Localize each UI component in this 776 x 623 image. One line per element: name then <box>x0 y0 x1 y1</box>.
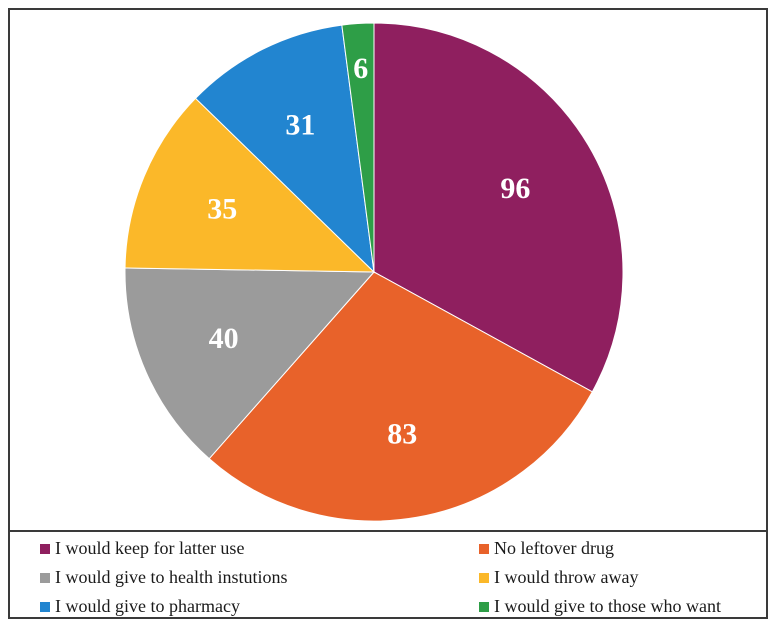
legend-item-keep: I would keep for latter use <box>40 538 244 559</box>
legend-item-those-who-want: I would give to those who want <box>479 596 721 617</box>
legend-label-those-who-want: I would give to those who want <box>494 596 721 616</box>
legend-label-health-institutions: I would give to health instutions <box>55 567 288 587</box>
legend: I would keep for latter use No leftover … <box>10 532 766 617</box>
slice-label-those-who-want: 6 <box>353 52 368 85</box>
legend-swatch-throw-away <box>479 572 489 583</box>
legend-label-keep: I would keep for latter use <box>55 538 245 558</box>
slice-label-keep: 96 <box>500 172 530 205</box>
slice-label-no-leftover: 83 <box>387 417 417 450</box>
pie-slice-those-who-want <box>341 22 375 273</box>
legend-label-throw-away: I would throw away <box>494 567 639 587</box>
pie-slice-pharmacy <box>194 24 375 274</box>
legend-swatch-pharmacy <box>40 601 50 612</box>
legend-item-no-leftover: No leftover drug <box>479 538 614 559</box>
plot-area: 96 83 40 35 31 6 <box>10 10 766 532</box>
pie-slice-no-leftover <box>208 271 593 522</box>
legend-item-pharmacy: I would give to pharmacy <box>40 596 240 617</box>
legend-label-no-leftover: No leftover drug <box>494 538 614 558</box>
legend-swatch-no-leftover <box>479 543 489 554</box>
pie-chart: 96 83 40 35 31 6 <box>124 22 624 522</box>
slice-label-throw-away: 35 <box>207 192 237 225</box>
pie-slice-health-institutions <box>124 267 376 460</box>
legend-swatch-those-who-want <box>479 601 489 612</box>
legend-swatch-keep <box>40 543 50 554</box>
chart-frame: 96 83 40 35 31 6 I would keep for latter use … <box>8 8 768 619</box>
slice-label-health-institutions: 40 <box>209 322 239 355</box>
pie-slice-keep <box>373 22 624 393</box>
slice-label-pharmacy: 31 <box>285 109 315 142</box>
legend-swatch-health-institutions <box>40 572 50 583</box>
legend-item-throw-away: I would throw away <box>479 567 638 588</box>
pie-slice-throw-away <box>124 97 376 273</box>
legend-label-pharmacy: I would give to pharmacy <box>55 596 240 616</box>
legend-item-health-institutions: I would give to health instutions <box>40 567 287 588</box>
